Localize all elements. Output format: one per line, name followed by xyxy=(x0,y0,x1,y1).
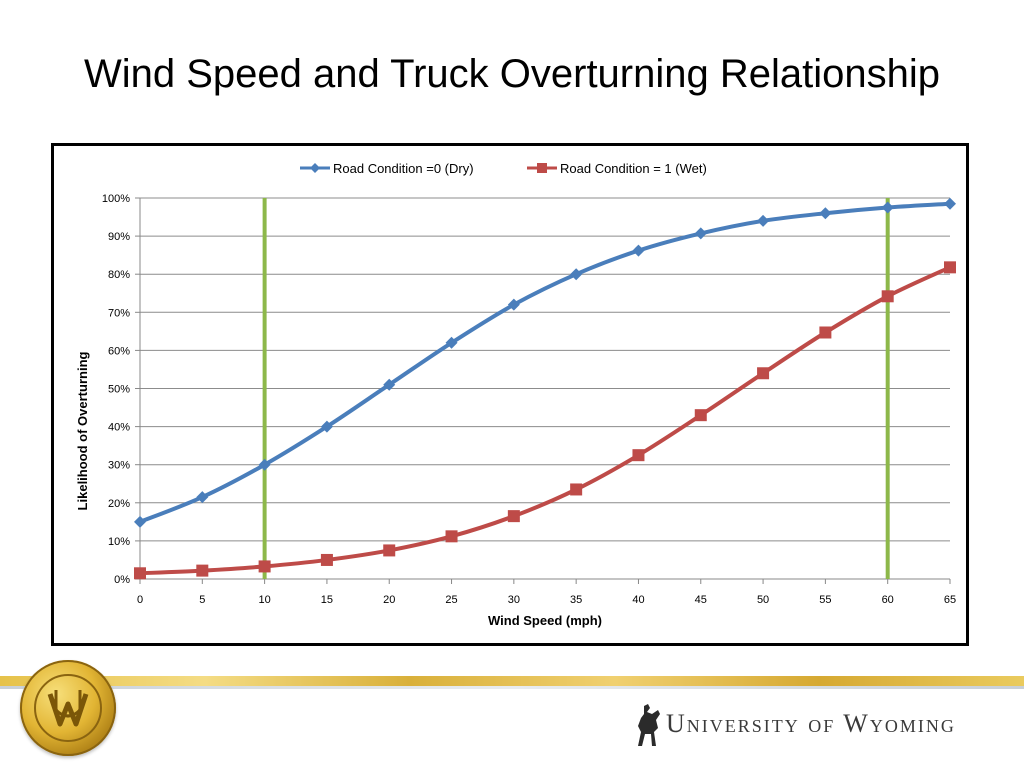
data-point-dry xyxy=(320,420,333,433)
line-chart: Road Condition =0 (Dry) Road Condition = … xyxy=(75,161,956,628)
x-tick-label: 35 xyxy=(570,594,582,606)
x-tick-label: 30 xyxy=(508,594,520,606)
chart-series xyxy=(134,197,956,580)
data-point-dry xyxy=(944,197,956,210)
data-point-dry xyxy=(694,227,707,240)
data-point-wet xyxy=(819,326,832,339)
y-axis-label: Likelihood of Overturning xyxy=(75,351,90,510)
data-point-wet xyxy=(694,409,707,422)
y-axis-ticks: 0% 10% 20% 30% 40% 50% 60% 70% 80% 90% 100% xyxy=(102,193,130,586)
data-point-wet xyxy=(258,560,271,573)
legend-label: Road Condition =0 (Dry) xyxy=(333,161,474,176)
x-tick-label: 45 xyxy=(695,594,707,606)
data-point-dry xyxy=(507,298,520,311)
x-axis-ticks: 0 5 10 15 20 25 30 35 40 45 50 55 60 65 xyxy=(137,579,956,606)
x-tick-label: 20 xyxy=(383,594,395,606)
series-line-wet xyxy=(138,265,952,576)
data-point-wet xyxy=(632,449,645,462)
data-point-wet xyxy=(134,567,146,580)
data-point-wet xyxy=(944,261,956,274)
x-tick-label: 0 xyxy=(137,594,143,606)
y-tick-label: 40% xyxy=(108,422,130,434)
university-wordmark: University of Wyoming xyxy=(632,700,1012,750)
x-tick-label: 15 xyxy=(321,594,333,606)
data-point-dry xyxy=(134,515,146,528)
data-point-dry xyxy=(632,244,645,257)
series-line-dry xyxy=(138,201,952,524)
data-point-dry xyxy=(196,491,209,504)
x-tick-label: 55 xyxy=(819,594,831,606)
data-point-wet xyxy=(320,553,333,566)
data-point-wet xyxy=(383,544,396,557)
data-point-wet xyxy=(507,510,520,523)
y-tick-label: 20% xyxy=(108,498,130,510)
x-axis-label: Wind Speed (mph) xyxy=(488,613,602,628)
y-tick-label: 100% xyxy=(102,193,130,205)
data-point-dry xyxy=(445,336,458,349)
x-tick-label: 50 xyxy=(757,594,769,606)
data-point-wet xyxy=(570,483,583,496)
chart-gridlines xyxy=(135,197,950,580)
y-tick-label: 70% xyxy=(108,307,130,319)
chart-frame: Road Condition =0 (Dry) Road Condition = … xyxy=(51,143,969,646)
chart-legend: Road Condition =0 (Dry) Road Condition = … xyxy=(300,161,707,176)
y-tick-label: 80% xyxy=(108,269,130,281)
x-tick-label: 5 xyxy=(199,594,205,606)
data-point-wet xyxy=(881,290,894,303)
vertical-marker-lines xyxy=(262,198,890,579)
data-point-dry xyxy=(881,201,894,214)
legend-marker-dry xyxy=(310,163,320,173)
y-tick-label: 10% xyxy=(108,536,130,548)
y-tick-label: 50% xyxy=(108,384,130,396)
y-tick-label: 90% xyxy=(108,231,130,243)
data-point-dry xyxy=(819,207,832,220)
slide-title: Wind Speed and Truck Overturning Relatio… xyxy=(83,52,940,96)
seal-ring xyxy=(34,674,102,742)
legend-label: Road Condition = 1 (Wet) xyxy=(560,161,707,176)
data-point-wet xyxy=(757,367,770,380)
data-point-wet xyxy=(196,564,209,577)
x-tick-label: 60 xyxy=(882,594,894,606)
data-point-dry xyxy=(570,268,583,281)
data-point-dry xyxy=(383,378,396,391)
data-point-dry xyxy=(757,214,770,227)
y-tick-label: 30% xyxy=(108,460,130,472)
bucking-horse-icon xyxy=(638,704,660,746)
wordmark-text: University of Wyoming xyxy=(666,709,956,738)
seal-monogram-icon xyxy=(47,690,89,727)
data-point-dry xyxy=(258,458,271,471)
y-tick-label: 60% xyxy=(108,345,130,357)
x-tick-label: 25 xyxy=(445,594,457,606)
legend-marker-wet xyxy=(537,163,547,173)
gold-divider-band xyxy=(0,676,1024,686)
divider-shadow xyxy=(0,686,1024,689)
x-tick-label: 65 xyxy=(944,594,956,606)
data-point-wet xyxy=(445,530,458,543)
x-tick-label: 10 xyxy=(258,594,270,606)
university-seal-logo xyxy=(20,660,116,756)
y-tick-label: 0% xyxy=(114,574,130,586)
x-tick-label: 40 xyxy=(632,594,644,606)
